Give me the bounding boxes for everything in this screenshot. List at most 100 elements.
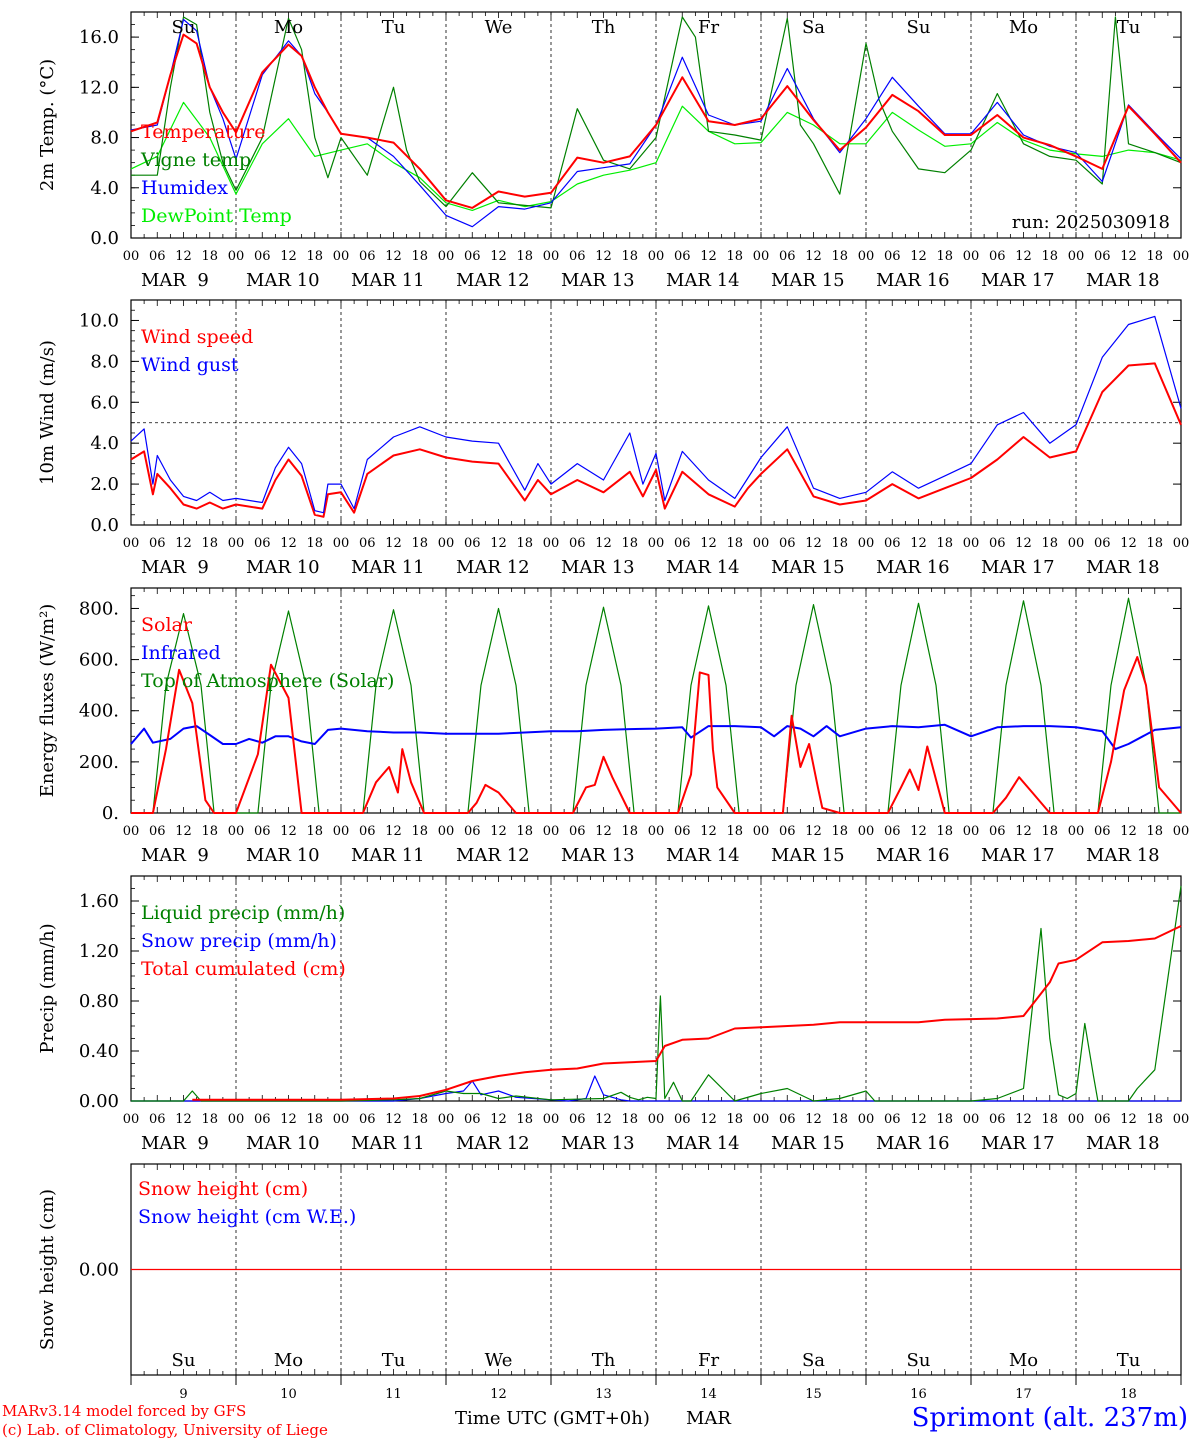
series-line-snow-precip-mm-h — [131, 1075, 1181, 1102]
hour-tick-label: 06 — [149, 1112, 166, 1127]
y-tick-label: 1.20 — [79, 941, 119, 962]
hour-tick-label: 06 — [884, 824, 901, 839]
hour-tick-label: 18 — [411, 249, 428, 264]
legend-liquid-precip-mm-h: Liquid precip (mm/h) — [141, 902, 345, 924]
footer-model: MARv3.14 model forced by GFS — [2, 1402, 246, 1420]
hour-tick-label: 18 — [831, 824, 848, 839]
hour-tick-label: 12 — [1015, 249, 1032, 264]
hour-tick-label: 00 — [1068, 1112, 1085, 1127]
y-tick-label: 4.0 — [90, 178, 119, 199]
hour-tick-label: 18 — [831, 249, 848, 264]
hour-tick-label: 12 — [175, 536, 192, 551]
x-axis-month: MAR — [686, 1408, 731, 1429]
date-label: MAR 9 — [141, 270, 209, 291]
hour-tick-label: 00 — [963, 824, 980, 839]
hour-tick-label: 12 — [1120, 536, 1137, 551]
date-label: MAR 11 — [351, 557, 425, 578]
hour-tick-label: 06 — [1094, 536, 1111, 551]
date-label: MAR 10 — [246, 557, 320, 578]
hour-tick-label: 00 — [123, 536, 140, 551]
hour-tick-label: 12 — [595, 1112, 612, 1127]
y-tick-label: 0.0 — [90, 515, 119, 536]
date-label: MAR 9 — [141, 1133, 209, 1154]
hour-tick-label: 12 — [280, 824, 297, 839]
date-label: MAR 12 — [456, 270, 530, 291]
hour-tick-label: 18 — [516, 824, 533, 839]
hour-tick-label: 18 — [201, 1112, 218, 1127]
date-label: MAR 16 — [876, 1133, 950, 1154]
hour-tick-label: 12 — [1120, 249, 1137, 264]
hour-tick-label: 06 — [674, 824, 691, 839]
weekday-label-bottom: We — [485, 1350, 513, 1371]
y-tick-label: 0. — [102, 803, 119, 824]
hour-tick-label: 18 — [936, 824, 953, 839]
y-tick-label: 800. — [79, 598, 119, 619]
legend-vigne-temp: Vigne temp — [140, 149, 251, 171]
hour-tick-label: 06 — [674, 249, 691, 264]
hour-tick-label: 06 — [989, 536, 1006, 551]
hour-tick-label: 06 — [254, 249, 271, 264]
hour-tick-label: 12 — [1015, 536, 1032, 551]
hour-tick-label: 06 — [989, 1112, 1006, 1127]
hour-tick-label: 06 — [359, 249, 376, 264]
legend-total-cumulated-cm: Total cumulated (cm) — [141, 958, 346, 980]
hour-tick-label: 12 — [385, 1112, 402, 1127]
hour-tick-label: 18 — [411, 536, 428, 551]
hour-tick-label: 12 — [595, 536, 612, 551]
y-tick-label: 0.80 — [79, 991, 119, 1012]
legend-humidex: Humidex — [141, 177, 228, 199]
hour-tick-label: 18 — [201, 249, 218, 264]
date-label: MAR 16 — [876, 557, 950, 578]
hour-tick-label: 00 — [438, 1112, 455, 1127]
date-label: MAR 16 — [876, 270, 950, 291]
hour-tick-label: 00 — [858, 536, 875, 551]
legend-snow-height-cm: Snow height (cm) — [138, 1178, 308, 1200]
weekday-label: Su — [172, 17, 196, 38]
x-axis-title: Time UTC (GMT+0h) — [455, 1408, 650, 1429]
y-tick-label: 10.0 — [79, 310, 119, 331]
hour-tick-label: 06 — [569, 249, 586, 264]
series-line-dewpoint-temp — [130, 101, 1182, 211]
day-number-label: 11 — [385, 1387, 402, 1402]
hour-tick-label: 06 — [779, 249, 796, 264]
hour-tick-label: 12 — [175, 249, 192, 264]
station-title: Sprimont (alt. 237m) — [912, 1403, 1188, 1433]
hour-tick-label: 00 — [438, 824, 455, 839]
legend-infrared: Infrared — [141, 642, 221, 664]
y-axis-label: 10m Wind (m/s) — [37, 340, 58, 485]
hour-tick-label: 00 — [753, 249, 770, 264]
y-tick-label: 0.40 — [79, 1041, 119, 1062]
hour-tick-label: 00 — [963, 536, 980, 551]
hour-tick-label: 06 — [674, 536, 691, 551]
hour-tick-label: 06 — [464, 249, 481, 264]
date-label: MAR 14 — [666, 845, 740, 866]
hour-tick-label: 18 — [516, 1112, 533, 1127]
legend-snow-precip-mm-h: Snow precip (mm/h) — [141, 930, 337, 952]
hour-tick-label: 12 — [805, 249, 822, 264]
y-tick-label: 12.0 — [79, 77, 119, 98]
hour-tick-label: 12 — [595, 249, 612, 264]
y-tick-label: 600. — [79, 650, 119, 671]
date-label: MAR 13 — [561, 270, 635, 291]
hour-tick-label: 06 — [254, 536, 271, 551]
date-label: MAR 15 — [771, 1133, 845, 1154]
hour-tick-label: 00 — [228, 1112, 245, 1127]
weekday-label-bottom: Su — [907, 1350, 931, 1371]
weekday-label: Tu — [1117, 17, 1141, 38]
date-label: MAR 12 — [456, 845, 530, 866]
hour-tick-label: 06 — [1094, 1112, 1111, 1127]
hour-tick-label: 00 — [543, 536, 560, 551]
hour-tick-label: 18 — [1041, 824, 1058, 839]
y-tick-label: 400. — [79, 701, 119, 722]
hour-tick-label: 00 — [123, 824, 140, 839]
hour-tick-label: 12 — [700, 1112, 717, 1127]
hour-tick-label: 12 — [385, 536, 402, 551]
hour-tick-label: 18 — [306, 536, 323, 551]
weekday-label: Su — [907, 17, 931, 38]
hour-tick-label: 06 — [779, 536, 796, 551]
hour-tick-label: 06 — [359, 1112, 376, 1127]
hour-tick-label: 18 — [411, 1112, 428, 1127]
hour-tick-label: 00 — [753, 824, 770, 839]
hour-tick-label: 00 — [858, 249, 875, 264]
